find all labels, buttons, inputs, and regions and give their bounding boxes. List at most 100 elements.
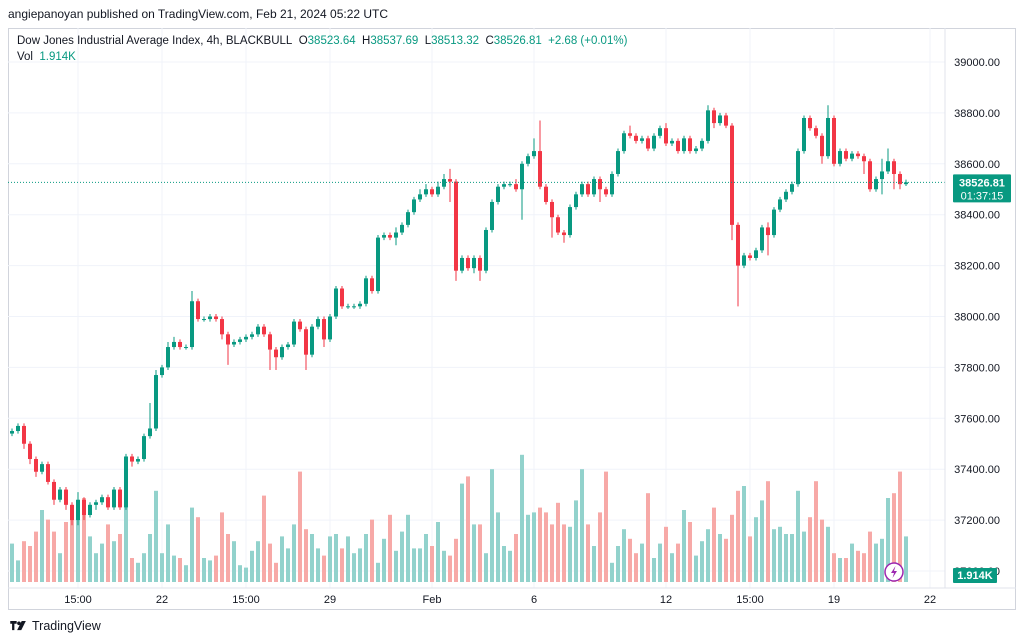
candle-body[interactable]: [640, 138, 644, 141]
candle-body[interactable]: [520, 163, 524, 190]
candle-body[interactable]: [826, 117, 830, 157]
candle-body[interactable]: [406, 212, 410, 225]
candle-body[interactable]: [466, 257, 470, 269]
candle-body[interactable]: [730, 125, 734, 225]
candle-body[interactable]: [790, 184, 794, 192]
candle-body[interactable]: [898, 173, 902, 185]
candle-body[interactable]: [760, 227, 764, 251]
candle-body[interactable]: [718, 115, 722, 124]
candle-body[interactable]: [238, 339, 242, 342]
candle-body[interactable]: [322, 319, 326, 340]
candle-body[interactable]: [280, 347, 284, 358]
candle-body[interactable]: [838, 151, 842, 164]
candle-body[interactable]: [778, 199, 782, 210]
candle-body[interactable]: [598, 179, 602, 190]
candle-body[interactable]: [904, 182, 908, 185]
candle-body[interactable]: [268, 334, 272, 350]
candle-body[interactable]: [16, 425, 20, 432]
candle-body[interactable]: [28, 443, 32, 460]
candle-body[interactable]: [388, 235, 392, 238]
candle-body[interactable]: [550, 201, 554, 218]
candle-body[interactable]: [532, 151, 536, 157]
candle-body[interactable]: [394, 232, 398, 238]
candle-body[interactable]: [670, 140, 674, 144]
candle-body[interactable]: [724, 115, 728, 126]
candle-body[interactable]: [118, 489, 122, 508]
candle-body[interactable]: [94, 502, 98, 505]
candle-body[interactable]: [418, 194, 422, 200]
candle-body[interactable]: [250, 334, 254, 337]
candle-body[interactable]: [448, 179, 452, 182]
candle-body[interactable]: [628, 133, 632, 136]
candle-body[interactable]: [556, 217, 560, 233]
candle-body[interactable]: [262, 326, 266, 335]
candle-body[interactable]: [514, 184, 518, 190]
candle-body[interactable]: [568, 207, 572, 236]
candle-body[interactable]: [202, 319, 206, 321]
candle-body[interactable]: [544, 186, 548, 202]
candle-body[interactable]: [316, 319, 320, 327]
candle-body[interactable]: [538, 151, 542, 187]
candle-body[interactable]: [700, 140, 704, 149]
candle-body[interactable]: [832, 117, 836, 164]
candle-body[interactable]: [40, 464, 44, 472]
candle-body[interactable]: [304, 329, 308, 355]
candle-body[interactable]: [850, 153, 854, 159]
candle-body[interactable]: [376, 237, 380, 292]
candle-body[interactable]: [772, 209, 776, 236]
candle-body[interactable]: [682, 138, 686, 152]
candle-body[interactable]: [196, 301, 200, 320]
candle-body[interactable]: [22, 425, 26, 444]
candle-body[interactable]: [82, 499, 86, 516]
candle-body[interactable]: [142, 436, 146, 460]
candle-body[interactable]: [58, 489, 62, 500]
candle-body[interactable]: [166, 347, 170, 368]
candle-body[interactable]: [400, 224, 404, 233]
candle-body[interactable]: [226, 334, 230, 345]
candle-body[interactable]: [76, 499, 80, 521]
candle-body[interactable]: [502, 184, 506, 187]
candle-body[interactable]: [634, 135, 638, 141]
candle-body[interactable]: [148, 428, 152, 437]
candle-body[interactable]: [88, 504, 92, 516]
candle-body[interactable]: [52, 481, 56, 500]
candle-body[interactable]: [694, 148, 698, 152]
candle-body[interactable]: [352, 306, 356, 308]
candle-body[interactable]: [562, 232, 566, 236]
candle-body[interactable]: [178, 341, 182, 348]
candle-body[interactable]: [100, 497, 104, 503]
candle-body[interactable]: [484, 229, 488, 271]
candle-body[interactable]: [664, 128, 668, 144]
candle-body[interactable]: [220, 319, 224, 335]
candle-body[interactable]: [712, 110, 716, 124]
candle-body[interactable]: [472, 257, 476, 269]
candle-body[interactable]: [748, 255, 752, 258]
candle-body[interactable]: [160, 367, 164, 376]
candle-body[interactable]: [490, 201, 494, 230]
symbol-title[interactable]: Dow Jones Industrial Average Index, 4h, …: [17, 35, 293, 47]
candle-body[interactable]: [766, 227, 770, 236]
candle-body[interactable]: [754, 250, 758, 258]
candle-body[interactable]: [874, 179, 878, 190]
candle-body[interactable]: [580, 184, 584, 195]
candle-body[interactable]: [706, 110, 710, 141]
candle-body[interactable]: [478, 257, 482, 271]
candle-body[interactable]: [10, 431, 14, 434]
candle-body[interactable]: [676, 140, 680, 152]
candle-body[interactable]: [370, 278, 374, 292]
candle-body[interactable]: [814, 128, 818, 136]
candle-body[interactable]: [292, 321, 296, 345]
candle-body[interactable]: [496, 186, 500, 202]
candle-body[interactable]: [46, 464, 50, 482]
candle-body[interactable]: [328, 316, 332, 340]
candle-body[interactable]: [124, 456, 128, 508]
candle-body[interactable]: [526, 156, 530, 164]
candle-body[interactable]: [460, 257, 464, 271]
candle-body[interactable]: [346, 306, 350, 308]
candle-body[interactable]: [886, 161, 890, 172]
candle-body[interactable]: [364, 278, 368, 304]
candle-body[interactable]: [820, 135, 824, 157]
candle-body[interactable]: [610, 173, 614, 195]
candle-body[interactable]: [214, 316, 218, 320]
candle-body[interactable]: [190, 301, 194, 348]
